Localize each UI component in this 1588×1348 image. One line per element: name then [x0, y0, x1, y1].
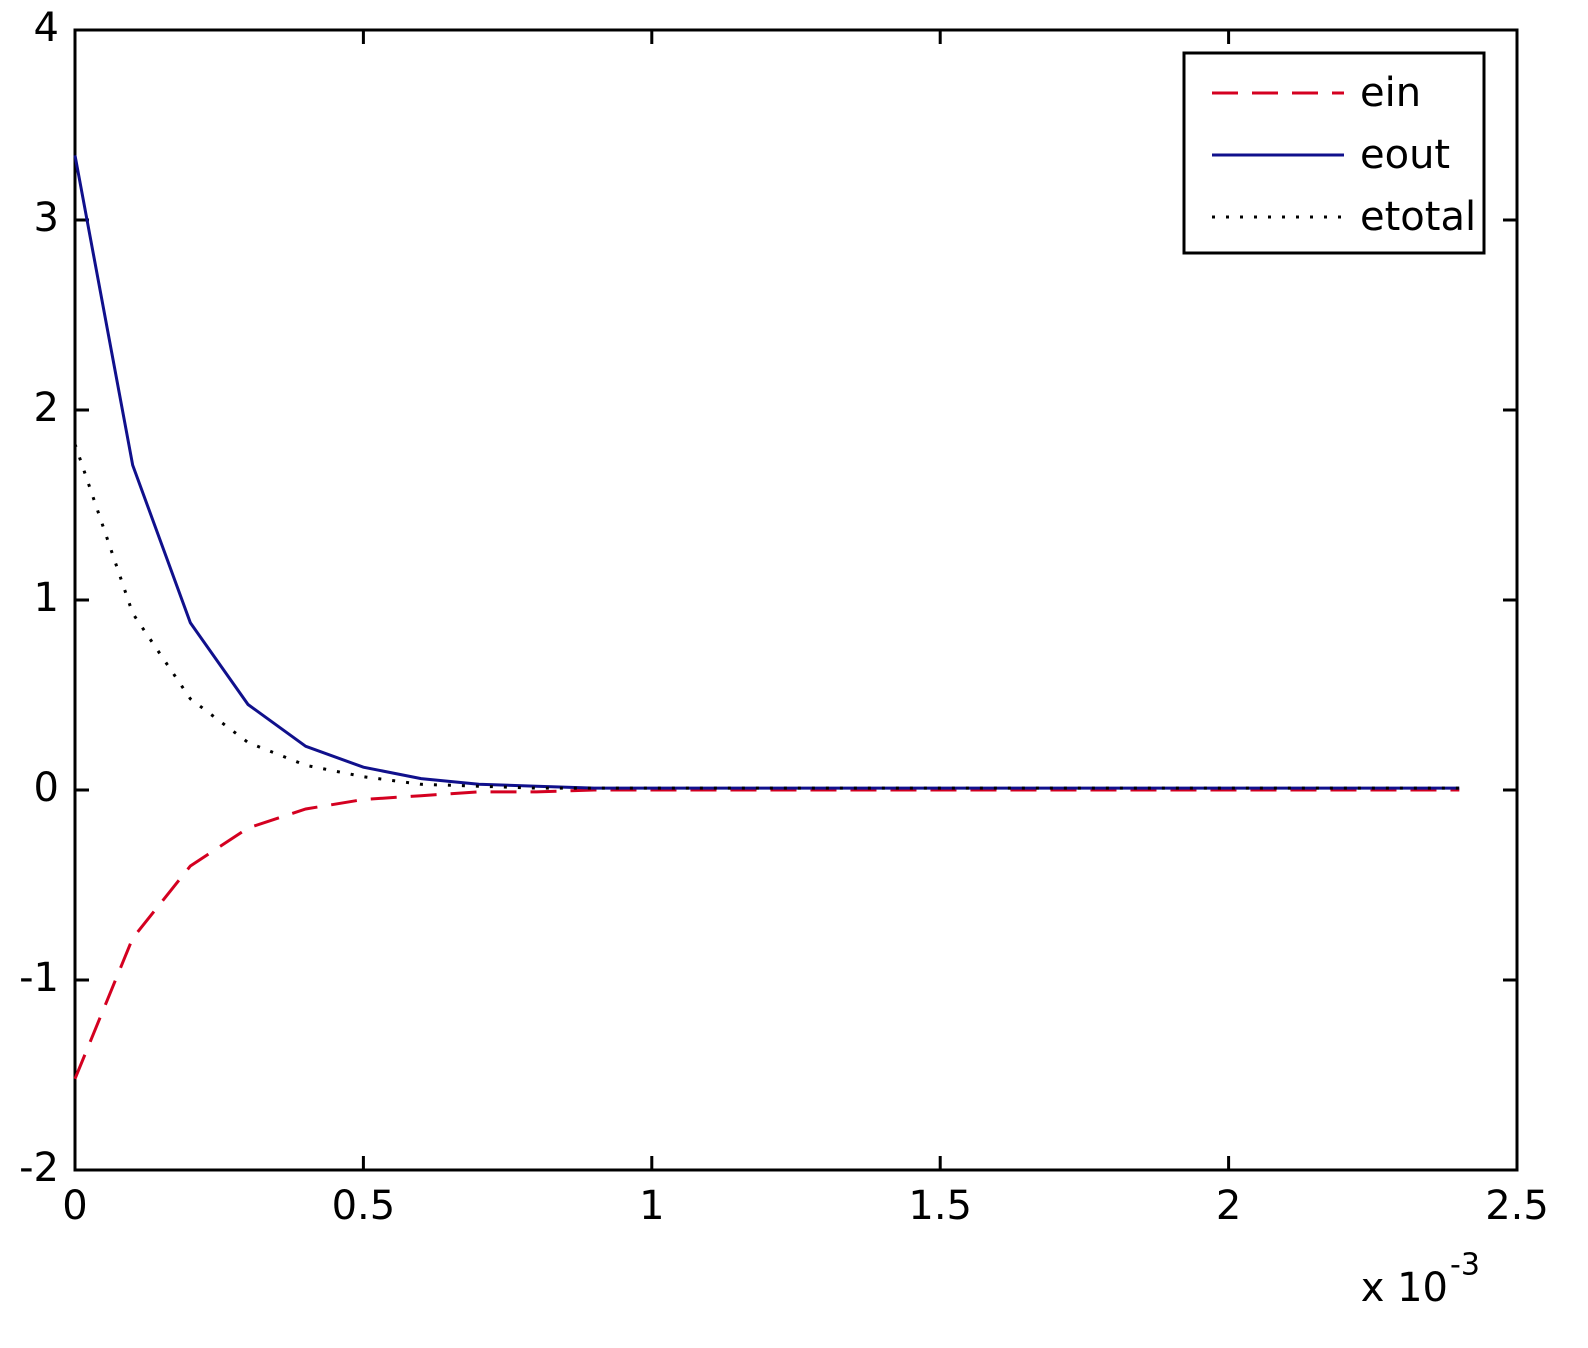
y-tick-label: 0 [34, 765, 59, 811]
y-tick-label: -2 [19, 1145, 59, 1191]
x-tick-label: 1 [639, 1183, 664, 1229]
x-tick-label: 0.5 [332, 1183, 396, 1229]
x-tick-label: 0 [62, 1183, 87, 1229]
y-tick-label: 3 [34, 195, 59, 241]
legend-label: ein [1360, 70, 1421, 116]
y-tick-label: -1 [19, 955, 59, 1001]
x-tick-label: 2 [1216, 1183, 1241, 1229]
y-tick-label: 2 [34, 385, 59, 431]
legend-label: etotal [1360, 194, 1476, 240]
x-tick-label: 1.5 [908, 1183, 972, 1229]
legend-box [1182, 51, 1486, 255]
legend-label: eout [1360, 132, 1450, 178]
x-scale-exponent: -3 [1450, 1248, 1480, 1283]
y-tick-label: 4 [34, 5, 59, 51]
series-line [73, 155, 1460, 790]
series-line [73, 788, 1460, 1080]
x-scale-label: x 10 [1361, 1265, 1448, 1311]
x-tick-label: 2.5 [1485, 1183, 1549, 1229]
y-tick-label: 1 [34, 575, 59, 621]
